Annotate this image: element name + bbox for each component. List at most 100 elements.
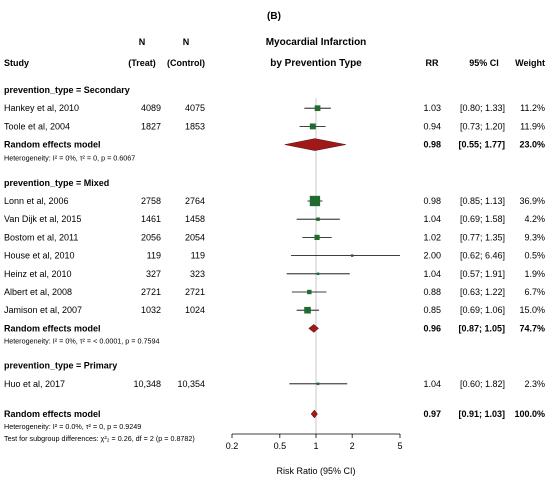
summary-label: Random effects model [4, 140, 101, 150]
n-treat-value: 10,348 [133, 379, 161, 389]
n-control-value: 1458 [185, 214, 205, 224]
x-axis: 0.2 0.5 1 2 5 Risk Ratio (95% CI) [226, 433, 403, 476]
study-square-marker [316, 272, 320, 276]
ci-value: [0.85; 1.13] [460, 196, 505, 206]
n-treat-value: 4089 [141, 103, 161, 113]
header-n-control-bottom: (Control) [167, 58, 205, 68]
ci-value: [0.73; 1.20] [460, 121, 505, 131]
summary-weight-value: 100.0% [514, 409, 545, 419]
x-tick-label: 1 [313, 441, 318, 451]
n-control-value: 119 [191, 251, 205, 261]
summary-diamond [308, 324, 319, 333]
header-ci: 95% CI [469, 58, 499, 68]
summary-diamond [310, 409, 318, 419]
study-name: Jamison et al, 2007 [4, 305, 82, 315]
header-rr: RR [426, 58, 439, 68]
summary-diamond [284, 138, 346, 151]
heterogeneity-text: Heterogeneity: I² = 0.0%, τ² = 0, p = 0.… [4, 422, 141, 431]
study-name: Van Dijk et al, 2015 [4, 214, 81, 224]
heterogeneity-text: Heterogeneity: I² = 0%, τ² = 0, p = 0.60… [4, 154, 135, 163]
study-square-marker [309, 195, 321, 207]
summary-ci-value: [0.55; 1.77] [458, 140, 505, 150]
ci-value: [0.69; 1.06] [460, 305, 505, 315]
weight-value: 9.3% [524, 232, 545, 242]
subgroup-heading: prevention_type = Secondary [4, 85, 130, 95]
n-control-value: 2764 [185, 196, 205, 206]
n-control-value: 2721 [185, 287, 205, 297]
study-square-marker [307, 289, 312, 295]
summary-label: Random effects model [4, 323, 101, 333]
n-treat-value: 1461 [141, 214, 161, 224]
study-square-marker [316, 217, 320, 221]
n-control-value: 1853 [185, 121, 205, 131]
rr-value: 0.94 [423, 121, 441, 131]
chart-title-line2: by Prevention Type [270, 58, 362, 69]
subgroup-heading: prevention_type = Primary [4, 361, 117, 371]
heterogeneity-text: Test for subgroup differences: χ²₂ = 0.2… [4, 434, 195, 443]
study-square-marker [314, 234, 320, 240]
study-name: Hankey et al, 2010 [4, 103, 79, 113]
n-treat-value: 1032 [141, 305, 161, 315]
n-treat-value: 119 [147, 251, 161, 261]
study-name: Heinz et al, 2010 [4, 269, 72, 279]
rr-value: 0.85 [423, 305, 441, 315]
study-square-marker [304, 306, 311, 314]
study-name: Bostom et al, 2011 [4, 232, 78, 242]
weight-value: 1.9% [524, 269, 545, 279]
rr-value: 1.04 [423, 269, 441, 279]
study-name: Toole et al, 2004 [4, 121, 70, 131]
summary-ci-value: [0.91; 1.03] [458, 409, 505, 419]
header-n-treat-bottom: (Treat) [128, 58, 156, 68]
rr-value: 1.02 [423, 232, 441, 242]
weight-value: 6.7% [524, 287, 545, 297]
n-control-value: 323 [190, 269, 205, 279]
n-control-value: 2054 [185, 232, 205, 242]
rows-layer: prevention_type = Secondary Hankey et al,… [4, 85, 545, 443]
heterogeneity-text: Heterogeneity: I² = 0%, τ² = < 0.0001, p… [4, 336, 159, 345]
rr-value: 2.00 [423, 251, 441, 261]
ci-value: [0.63; 1.22] [460, 287, 505, 297]
n-control-value: 1024 [185, 305, 205, 315]
summary-weight-value: 74.7% [519, 323, 545, 333]
study-square-marker [316, 382, 320, 386]
summary-rr-value: 0.97 [423, 409, 441, 419]
n-treat-value: 327 [146, 269, 161, 279]
study-name: House et al, 2010 [4, 251, 75, 261]
chart-title-line1: Myocardial Infarction [266, 37, 367, 48]
x-tick-label: 0.5 [274, 441, 287, 451]
ci-value: [0.80; 1.33] [460, 103, 505, 113]
weight-value: 15.0% [519, 305, 545, 315]
study-square-marker [314, 105, 321, 112]
ci-value: [0.77; 1.35] [460, 232, 505, 242]
rr-value: 1.04 [423, 379, 441, 389]
study-name: Lonn et al, 2006 [4, 196, 69, 206]
header-weight: Weight [515, 58, 545, 68]
weight-value: 11.9% [520, 121, 545, 131]
x-tick-label: 5 [397, 441, 402, 451]
study-name: Huo et al, 2017 [4, 379, 65, 389]
summary-rr-value: 0.98 [423, 140, 441, 150]
study-name: Albert et al, 2008 [4, 287, 72, 297]
study-square-marker [309, 123, 316, 130]
rr-value: 0.98 [423, 196, 441, 206]
summary-label: Random effects model [4, 409, 101, 419]
study-square-marker [350, 254, 354, 257]
n-treat-value: 2056 [141, 232, 161, 242]
rr-value: 1.04 [423, 214, 441, 224]
ci-value: [0.57; 1.91] [460, 269, 505, 279]
ci-value: [0.69; 1.58] [460, 214, 505, 224]
n-control-value: 4075 [185, 103, 205, 113]
summary-rr-value: 0.96 [423, 323, 441, 333]
n-treat-value: 2758 [141, 196, 161, 206]
weight-value: 0.5% [524, 251, 545, 261]
weight-value: 2.3% [524, 379, 545, 389]
ci-value: [0.62; 6.46] [460, 251, 505, 261]
x-tick-label: 0.2 [226, 441, 239, 451]
x-axis-label: Risk Ratio (95% CI) [276, 466, 355, 476]
weight-value: 4.2% [524, 214, 545, 224]
weight-value: 11.2% [520, 103, 545, 113]
rr-value: 0.88 [423, 287, 441, 297]
summary-weight-value: 23.0% [519, 140, 545, 150]
rr-value: 1.03 [423, 103, 441, 113]
